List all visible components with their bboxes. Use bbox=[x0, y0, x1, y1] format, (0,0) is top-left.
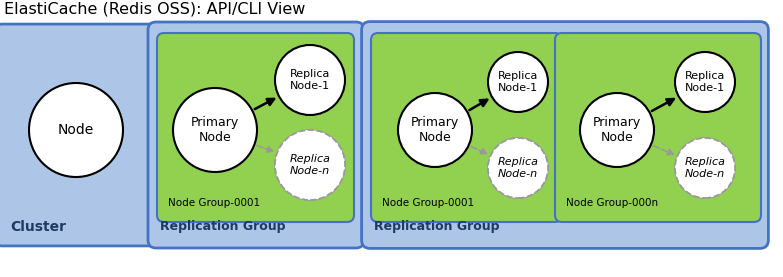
Text: Replica
Node-1: Replica Node-1 bbox=[290, 69, 330, 91]
Circle shape bbox=[275, 130, 345, 200]
Circle shape bbox=[488, 138, 548, 198]
Text: Primary
Node: Primary Node bbox=[191, 116, 239, 144]
Text: ElastiCache (Redis OSS): API/CLI View: ElastiCache (Redis OSS): API/CLI View bbox=[4, 2, 305, 17]
Text: Cluster: Cluster bbox=[10, 220, 66, 234]
Text: Replica
Node-n: Replica Node-n bbox=[684, 157, 726, 179]
FancyBboxPatch shape bbox=[555, 33, 761, 222]
Circle shape bbox=[488, 52, 548, 112]
Circle shape bbox=[488, 138, 548, 198]
Circle shape bbox=[675, 138, 735, 198]
Text: Node: Node bbox=[58, 123, 94, 137]
Text: Node Group-0001: Node Group-0001 bbox=[168, 198, 260, 208]
Text: Replica
Node-n: Replica Node-n bbox=[290, 154, 330, 176]
Text: Replication Group: Replication Group bbox=[160, 220, 286, 233]
Circle shape bbox=[275, 130, 345, 200]
FancyBboxPatch shape bbox=[371, 33, 562, 222]
Text: Primary
Node: Primary Node bbox=[593, 116, 641, 144]
Text: Replica
Node-n: Replica Node-n bbox=[497, 157, 539, 179]
Circle shape bbox=[398, 93, 472, 167]
Text: Node Group-000n: Node Group-000n bbox=[566, 198, 659, 208]
FancyBboxPatch shape bbox=[148, 22, 364, 248]
Text: Primary
Node: Primary Node bbox=[411, 116, 459, 144]
Text: Replica
Node-1: Replica Node-1 bbox=[685, 71, 725, 93]
Text: Replica
Node-1: Replica Node-1 bbox=[498, 71, 538, 93]
Circle shape bbox=[29, 83, 123, 177]
Circle shape bbox=[580, 93, 654, 167]
FancyBboxPatch shape bbox=[157, 33, 354, 222]
Circle shape bbox=[275, 45, 345, 115]
FancyBboxPatch shape bbox=[362, 22, 768, 248]
Circle shape bbox=[675, 138, 735, 198]
Text: Node Group-0001: Node Group-0001 bbox=[382, 198, 474, 208]
Circle shape bbox=[675, 52, 735, 112]
Circle shape bbox=[173, 88, 257, 172]
FancyBboxPatch shape bbox=[0, 24, 156, 246]
Text: Replication Group: Replication Group bbox=[374, 220, 500, 233]
